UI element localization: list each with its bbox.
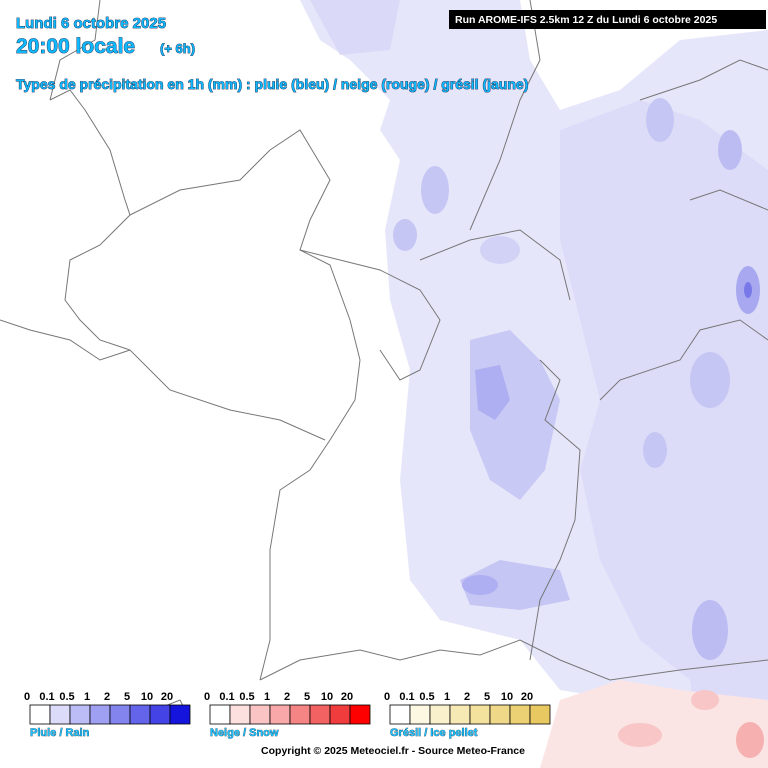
legend-label: 1 <box>84 691 90 703</box>
legend-label: 1 <box>444 691 450 703</box>
legend-label: 2 <box>104 691 110 703</box>
subtitle: Types de précipitation en 1h (mm) : plui… <box>16 76 528 92</box>
legend-swatch <box>409 704 431 725</box>
legend-label: 10 <box>321 691 333 703</box>
legend-swatch <box>529 704 551 725</box>
legend-label: 1 <box>264 691 270 703</box>
legend-swatch <box>89 704 111 725</box>
legend-swatch <box>489 704 511 725</box>
legend-label: 5 <box>304 691 310 703</box>
legend-label: 0 <box>24 691 30 703</box>
legend-swatch <box>329 704 351 725</box>
snow-field <box>540 680 768 768</box>
legend-label: 0.1 <box>39 691 54 703</box>
legend-label: 0.1 <box>399 691 414 703</box>
run-label: Run AROME-IFS 2.5km 12 Z du Lundi 6 octo… <box>455 14 717 26</box>
legend-name: Grésil / Ice pellet <box>390 727 478 739</box>
legend-label: 2 <box>284 691 290 703</box>
time: 20:00 locale <box>16 35 135 58</box>
lead-time: (+ 6h) <box>160 41 195 56</box>
legend-swatch <box>469 704 491 725</box>
legend-swatch <box>149 704 171 725</box>
legend-swatch <box>349 704 371 725</box>
legend-label: 20 <box>161 691 173 703</box>
legend-label: 0 <box>204 691 210 703</box>
legend-label: 10 <box>141 691 153 703</box>
legend-swatch <box>229 704 251 725</box>
legend-swatch <box>389 704 411 725</box>
legend-swatch <box>429 704 451 725</box>
legend-swatch <box>449 704 471 725</box>
legend-swatch <box>309 704 331 725</box>
legend-label: 20 <box>521 691 533 703</box>
legend-label: 5 <box>484 691 490 703</box>
copyright: Copyright © 2025 Meteociel.fr - Source M… <box>261 745 525 757</box>
legend-label: 20 <box>341 691 353 703</box>
legend-label: 5 <box>124 691 130 703</box>
legend-swatch <box>49 704 71 725</box>
legend-name: Pluie / Rain <box>30 727 90 739</box>
legend-swatch <box>269 704 291 725</box>
legend-label: 0.5 <box>59 691 74 703</box>
legend-label: 0 <box>384 691 390 703</box>
legend-name: Neige / Snow <box>210 727 279 739</box>
legend-swatch <box>109 704 131 725</box>
legend-label: 0.1 <box>219 691 234 703</box>
rain-field <box>300 0 768 768</box>
legend-label: 10 <box>501 691 513 703</box>
date: Lundi 6 octobre 2025 <box>16 15 166 32</box>
legend-swatch <box>209 704 231 725</box>
legend-swatch <box>249 704 271 725</box>
legend-swatch <box>169 704 191 725</box>
legend-label: 0.5 <box>239 691 254 703</box>
run-box <box>449 10 766 29</box>
legend-swatch <box>29 704 51 725</box>
legend-label: 2 <box>464 691 470 703</box>
legend-label: 0.5 <box>419 691 434 703</box>
legend-swatch <box>289 704 311 725</box>
legend-swatch <box>69 704 91 725</box>
legend-swatch <box>509 704 531 725</box>
legend-swatch <box>129 704 151 725</box>
